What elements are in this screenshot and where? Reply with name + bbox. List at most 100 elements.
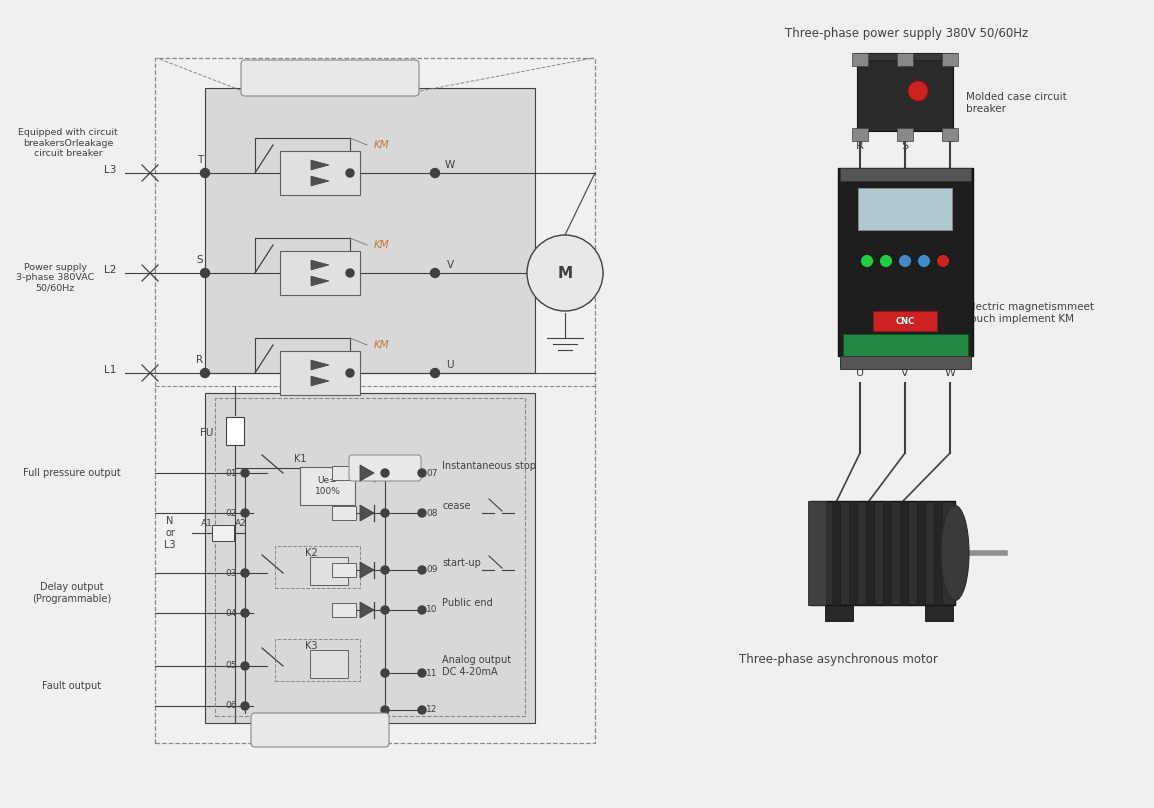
Bar xyxy=(275,546,360,588)
Circle shape xyxy=(937,255,950,267)
Text: start-up: start-up xyxy=(442,558,481,568)
Bar xyxy=(815,501,823,605)
Bar xyxy=(852,128,868,141)
Text: Three-phase asynchronous motor: Three-phase asynchronous motor xyxy=(739,654,937,667)
Circle shape xyxy=(241,469,249,477)
Polygon shape xyxy=(310,160,329,170)
Circle shape xyxy=(917,255,930,267)
Circle shape xyxy=(241,702,249,710)
Bar xyxy=(212,525,234,541)
Text: Analog output
DC 4-20mA: Analog output DC 4-20mA xyxy=(442,655,511,677)
Text: L1: L1 xyxy=(104,365,117,375)
Bar xyxy=(857,53,953,131)
Circle shape xyxy=(346,169,354,177)
Text: Electric magnetismmeet
touch implement KM: Electric magnetismmeet touch implement K… xyxy=(966,302,1094,324)
Bar xyxy=(838,168,973,356)
Text: control circuit: control circuit xyxy=(284,725,355,735)
Text: T: T xyxy=(197,155,203,165)
Bar xyxy=(810,501,956,605)
Bar xyxy=(897,128,913,141)
Text: KM: KM xyxy=(374,240,390,250)
Bar xyxy=(866,501,874,605)
Text: R: R xyxy=(196,355,203,365)
Text: 06: 06 xyxy=(225,701,237,710)
Polygon shape xyxy=(360,602,374,618)
Text: A2: A2 xyxy=(235,519,247,528)
FancyBboxPatch shape xyxy=(349,455,421,481)
Text: Main circuit department: Main circuit department xyxy=(268,73,392,83)
FancyBboxPatch shape xyxy=(252,713,389,747)
Bar xyxy=(934,501,942,605)
Text: K1: K1 xyxy=(294,454,306,464)
Text: Equipped with circuit
breakersOrleakage
circuit breaker: Equipped with circuit breakersOrleakage … xyxy=(18,128,118,158)
Text: 07: 07 xyxy=(426,469,437,478)
Text: +DC24V: +DC24V xyxy=(366,464,404,473)
Text: 11: 11 xyxy=(426,668,437,677)
Bar xyxy=(883,501,891,605)
Bar xyxy=(942,128,958,141)
Circle shape xyxy=(381,509,389,517)
Text: 09: 09 xyxy=(426,566,437,574)
Bar xyxy=(926,603,953,621)
Bar xyxy=(842,334,967,356)
Circle shape xyxy=(201,368,210,377)
Circle shape xyxy=(346,369,354,377)
Bar xyxy=(280,251,360,295)
Bar xyxy=(310,650,349,678)
Ellipse shape xyxy=(941,506,969,600)
Bar xyxy=(897,53,913,66)
Circle shape xyxy=(418,706,426,714)
Circle shape xyxy=(430,368,440,377)
Text: 12: 12 xyxy=(426,705,437,714)
Bar xyxy=(852,53,868,66)
Text: L2: L2 xyxy=(104,265,117,275)
Text: 01: 01 xyxy=(225,469,237,478)
Circle shape xyxy=(861,255,874,267)
Circle shape xyxy=(430,268,440,277)
Bar xyxy=(332,563,355,577)
Polygon shape xyxy=(310,276,329,286)
Bar xyxy=(332,603,355,617)
Bar xyxy=(825,603,853,621)
Bar xyxy=(942,53,958,66)
Circle shape xyxy=(899,255,912,267)
Bar xyxy=(205,393,535,723)
Text: L3: L3 xyxy=(104,165,117,175)
Text: Fault output: Fault output xyxy=(43,681,102,691)
Text: K3: K3 xyxy=(305,641,317,651)
Text: 10: 10 xyxy=(426,605,437,615)
Circle shape xyxy=(381,669,389,677)
Text: Ue=
100%: Ue= 100% xyxy=(315,476,340,495)
Polygon shape xyxy=(310,176,329,186)
Circle shape xyxy=(241,509,249,517)
Bar xyxy=(280,351,360,395)
Text: Public end: Public end xyxy=(442,598,493,608)
Bar xyxy=(155,58,595,743)
Text: KM: KM xyxy=(374,340,390,350)
Bar xyxy=(872,311,937,331)
Text: 03: 03 xyxy=(225,569,237,578)
Text: 08: 08 xyxy=(426,508,437,517)
Text: Three-phase power supply 380V 50/60Hz: Three-phase power supply 380V 50/60Hz xyxy=(785,27,1028,40)
Polygon shape xyxy=(310,360,329,370)
Polygon shape xyxy=(310,376,329,386)
Bar xyxy=(226,417,243,445)
Text: K2: K2 xyxy=(305,548,317,558)
Bar xyxy=(275,639,360,681)
Text: S: S xyxy=(196,255,203,265)
Circle shape xyxy=(381,469,389,477)
Bar xyxy=(215,398,525,716)
Circle shape xyxy=(381,566,389,574)
Bar xyxy=(280,151,360,195)
Text: 02: 02 xyxy=(225,508,237,517)
Bar xyxy=(849,501,857,605)
Circle shape xyxy=(381,606,389,614)
Text: FU: FU xyxy=(200,428,213,438)
Bar xyxy=(205,88,535,373)
Circle shape xyxy=(908,81,928,101)
Text: W: W xyxy=(944,368,956,378)
Text: W: W xyxy=(445,160,455,170)
Polygon shape xyxy=(310,260,329,270)
Circle shape xyxy=(901,57,908,64)
Text: U: U xyxy=(856,368,864,378)
